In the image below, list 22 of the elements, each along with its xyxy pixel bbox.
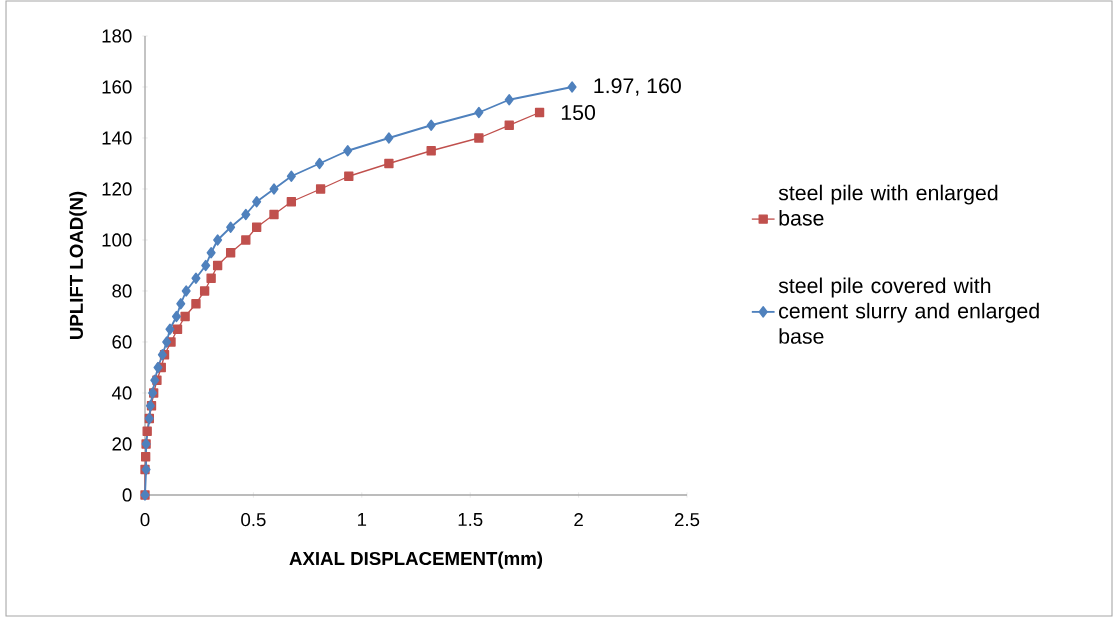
y-tick-label: 160 <box>102 80 132 94</box>
y-axis-title: UPLIFT LOAD(N) <box>69 191 87 340</box>
y-tick-label: 100 <box>102 233 132 247</box>
y-tick-label: 60 <box>112 335 132 349</box>
legend-label: steel pile covered with cement slurry and enlarged base <box>778 277 1039 344</box>
annotation: 150 <box>561 104 596 121</box>
y-tick-label: 40 <box>111 386 132 400</box>
x-tick-label: 0.5 <box>241 513 266 527</box>
y-tick-label: 140 <box>102 131 132 145</box>
y-tick-label: 120 <box>102 182 132 196</box>
x-tick-label: 2.5 <box>674 513 700 527</box>
y-tick-label: 80 <box>112 284 132 298</box>
legend-label: steel pile with enlarged base <box>778 184 998 226</box>
y-tick-label: 180 <box>102 29 132 43</box>
x-tick-label: 1.5 <box>458 513 483 527</box>
x-tick-label: 2 <box>574 513 583 527</box>
y-tick-label: 20 <box>112 437 132 451</box>
annotation: 1.97, 160 <box>594 78 681 96</box>
x-tick-label: 0 <box>140 513 150 527</box>
x-axis-title: AXIAL DISPLACEMENT(mm) <box>289 551 543 569</box>
x-tick-label: 1 <box>358 513 367 526</box>
y-tick-label: 0 <box>122 488 132 502</box>
